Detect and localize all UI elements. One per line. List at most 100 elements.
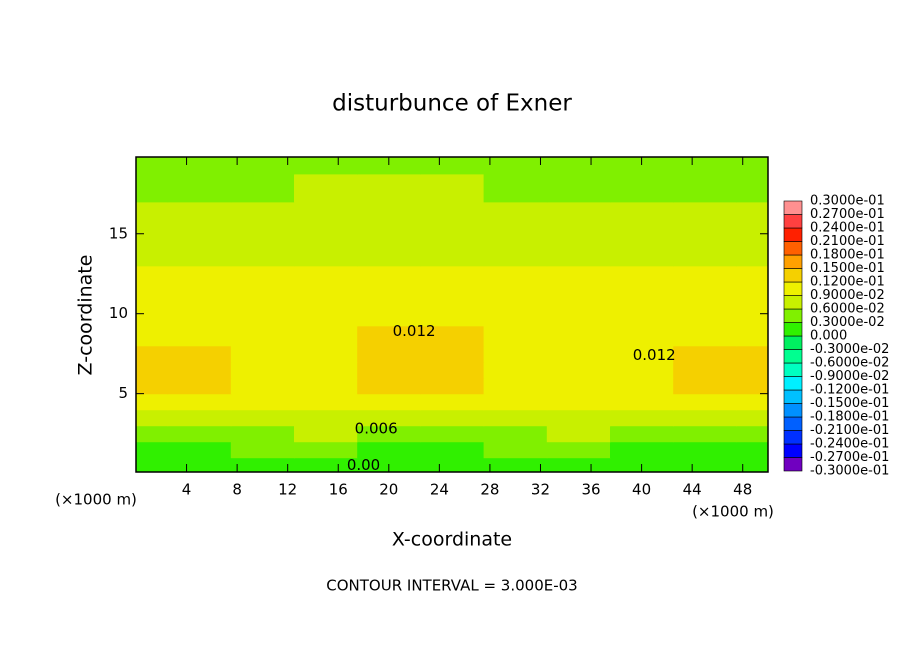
- field-cell: [294, 409, 358, 427]
- field-cell: [673, 297, 737, 327]
- field-cell: [230, 325, 295, 347]
- colorbar-swatch: [783, 200, 803, 215]
- field-cell: [357, 345, 421, 363]
- colorbar-swatch: [783, 403, 803, 418]
- field-cell: [420, 425, 485, 443]
- field-cell: [230, 297, 295, 327]
- field-cell: [294, 325, 358, 347]
- field-cell: [736, 409, 768, 427]
- field-cell: [230, 157, 295, 175]
- field-cell: [673, 441, 737, 459]
- field-cell: [167, 361, 232, 379]
- field-cell: [420, 265, 485, 299]
- field-cell: [610, 345, 674, 363]
- colorbar-swatch: [783, 268, 803, 283]
- colorbar-label: -0.3000e-01: [810, 464, 889, 479]
- field-cell: [736, 265, 768, 299]
- field-cell: [546, 457, 611, 472]
- field-cell: [673, 361, 737, 379]
- field-cell: [673, 377, 737, 395]
- field-cell: [420, 393, 485, 411]
- field-cell: [673, 157, 737, 175]
- field-cell: [483, 409, 548, 427]
- field-cell: [483, 325, 548, 347]
- x-tick-label: 16: [329, 481, 348, 499]
- field-cell: [136, 361, 169, 379]
- y-tick-label: 15: [109, 224, 128, 242]
- field-cell: [673, 345, 737, 363]
- colorbar-swatch: [783, 227, 803, 242]
- field-cell: [357, 157, 421, 175]
- field-cell: [136, 441, 169, 459]
- field-cell: [546, 265, 611, 299]
- field-cell: [230, 393, 295, 411]
- colorbar-swatch: [783, 295, 803, 310]
- field-cell: [136, 233, 169, 267]
- chart-title: disturbunce of Exner: [332, 91, 572, 117]
- field-cell: [294, 265, 358, 299]
- field-cell: [294, 297, 358, 327]
- field-cell: [294, 377, 358, 395]
- field-cell: [136, 157, 169, 175]
- field-cell: [230, 409, 295, 427]
- colorbar-swatch: [783, 389, 803, 404]
- field-cell: [294, 361, 358, 379]
- field-cell: [483, 361, 548, 379]
- colorbar-label: -0.2700e-01: [810, 450, 889, 465]
- field-cell: [610, 265, 674, 299]
- field-cell: [167, 201, 232, 235]
- colorbar-label: -0.9000e-02: [810, 369, 889, 384]
- field-cell: [610, 393, 674, 411]
- field-cell: [357, 297, 421, 327]
- colorbar-swatch: [783, 281, 803, 296]
- field-cell: [230, 361, 295, 379]
- colorbar-label: 0.1200e-01: [810, 275, 885, 290]
- field-cell: [420, 361, 485, 379]
- field-cell: [230, 265, 295, 299]
- field-cell: [673, 173, 737, 203]
- field-cell: [136, 393, 169, 411]
- colorbar-swatch: [783, 214, 803, 229]
- colorbar-swatch: [783, 362, 803, 377]
- field-cell: [357, 441, 421, 459]
- colorbar-label: -0.6000e-02: [810, 356, 889, 371]
- field-cell: [294, 201, 358, 235]
- field-cell: [610, 361, 674, 379]
- field-cell: [420, 345, 485, 363]
- field-cell: [136, 297, 169, 327]
- field-cell: [230, 377, 295, 395]
- colorbar-swatch: [783, 241, 803, 256]
- field-cell: [610, 441, 674, 459]
- field-cell: [673, 457, 737, 472]
- field-cell: [610, 157, 674, 175]
- y-tick-label: 5: [118, 384, 128, 402]
- field-cell: [736, 233, 768, 267]
- colorbar-label: 0.9000e-02: [810, 288, 885, 303]
- field-cell: [357, 325, 421, 347]
- x-tick-label: 24: [430, 481, 449, 499]
- field-cell: [546, 425, 611, 443]
- colorbar-label: -0.2100e-01: [810, 423, 889, 438]
- field-cell: [357, 233, 421, 267]
- colorbar-label: 0.1500e-01: [810, 261, 885, 276]
- field-cell: [294, 441, 358, 459]
- field-cell: [610, 233, 674, 267]
- field-cell: [357, 265, 421, 299]
- field-cell: [230, 201, 295, 235]
- field-cell: [610, 297, 674, 327]
- x-unit-label: (×1000 m): [692, 503, 774, 521]
- field-cell: [167, 297, 232, 327]
- colorbar-label: 0.3000e-02: [810, 315, 885, 330]
- field-cell: [167, 409, 232, 427]
- field-cell: [546, 409, 611, 427]
- field-cell: [230, 425, 295, 443]
- field-cell: [483, 377, 548, 395]
- field-cell: [294, 157, 358, 175]
- field-cell: [136, 377, 169, 395]
- field-cell: [420, 377, 485, 395]
- field-cell: [673, 409, 737, 427]
- field-cell: [230, 457, 295, 472]
- colorbar-swatch: [783, 443, 803, 458]
